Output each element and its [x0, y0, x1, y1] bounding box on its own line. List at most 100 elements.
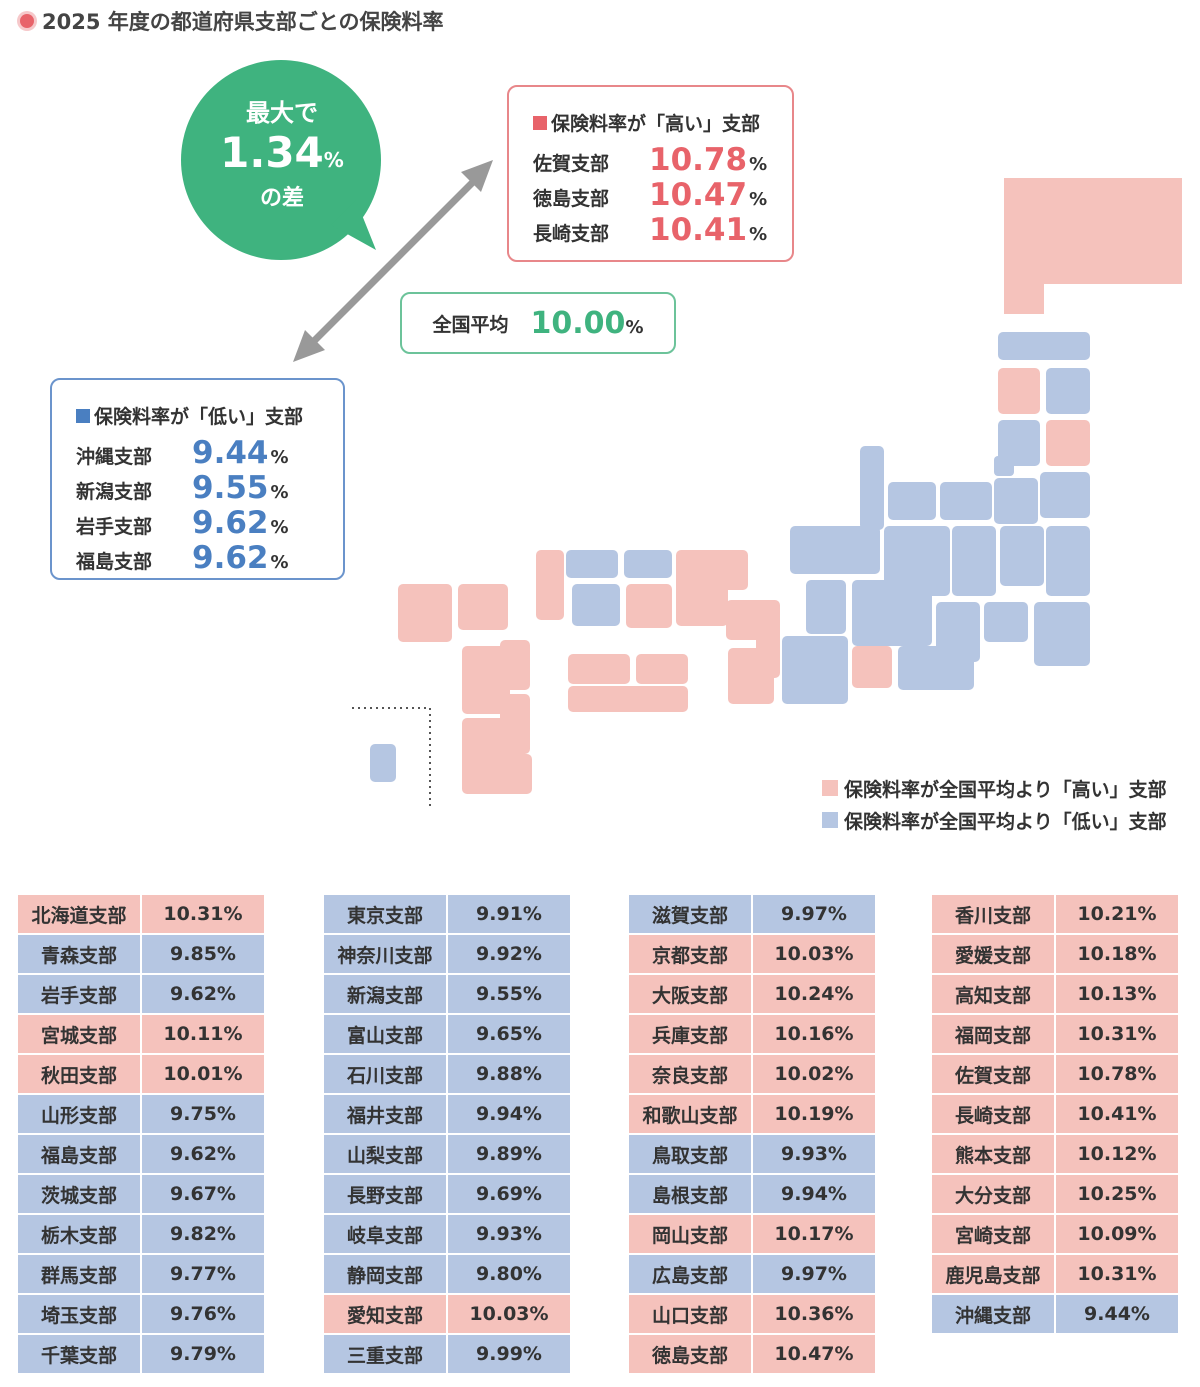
branch-rate: 10.41: [649, 212, 748, 248]
branch-name-cell: 三重支部: [322, 1333, 448, 1375]
branch-rate-cell: 9.97%: [751, 893, 877, 935]
branch-name-cell: 和歌山支部: [627, 1093, 753, 1135]
table-row: 熊本支部 10.12%: [930, 1133, 1180, 1175]
table-row: 秋田支部 10.01%: [16, 1053, 266, 1095]
percent-sign: %: [270, 517, 289, 538]
branch-rate-cell: 10.24%: [751, 973, 877, 1015]
branch-rate-cell: 9.80%: [446, 1253, 572, 1295]
rate-table-column: 香川支部 10.21% 愛媛支部 10.18% 高知支部 10.13% 福岡支部 10.31%…: [930, 893, 1180, 1335]
table-row: 新潟支部 9.55%: [322, 973, 572, 1015]
summary-row: 佐賀支部 10.78%: [533, 142, 792, 178]
branch-rate-cell: 10.16%: [751, 1013, 877, 1055]
branch-rate-cell: 9.92%: [446, 933, 572, 975]
branch-rate-cell: 10.13%: [1054, 973, 1180, 1015]
percent-sign: %: [749, 189, 768, 210]
branch-name-cell: 大阪支部: [627, 973, 753, 1015]
table-row: 宮城支部 10.11%: [16, 1013, 266, 1055]
table-row: 愛媛支部 10.18%: [930, 933, 1180, 975]
branch-name-cell: 徳島支部: [627, 1333, 753, 1375]
summary-row: 徳島支部 10.47%: [533, 177, 792, 213]
double-arrow-icon: [293, 160, 493, 362]
branch-rate-cell: 10.25%: [1054, 1173, 1180, 1215]
branch-name-cell: 宮崎支部: [930, 1213, 1056, 1255]
branch-name: 岩手支部: [76, 516, 153, 538]
branch-name-cell: 埼玉支部: [16, 1293, 142, 1335]
branch-name-cell: 福岡支部: [930, 1013, 1056, 1055]
table-row: 富山支部 9.65%: [322, 1013, 572, 1055]
branch-name-cell: 岡山支部: [627, 1213, 753, 1255]
branch-rate-cell: 9.65%: [446, 1013, 572, 1055]
table-row: 福島支部 9.62%: [16, 1133, 266, 1175]
branch-name-cell: 大分支部: [930, 1173, 1056, 1215]
branch-name-cell: 山口支部: [627, 1293, 753, 1335]
legend-low-text: 保険料率が全国平均より「低い」支部: [844, 810, 1167, 833]
table-row: 奈良支部 10.02%: [627, 1053, 877, 1095]
branch-name-cell: 沖縄支部: [930, 1293, 1056, 1335]
table-row: 北海道支部 10.31%: [16, 893, 266, 935]
table-row: 長野支部 9.69%: [322, 1173, 572, 1215]
summary-row: 岩手支部 9.62%: [76, 505, 343, 541]
branch-name-cell: 石川支部: [322, 1053, 448, 1095]
branch-name-cell: 山梨支部: [322, 1133, 448, 1175]
table-row: 石川支部 9.88%: [322, 1053, 572, 1095]
table-row: 三重支部 9.99%: [322, 1333, 572, 1375]
branch-name-cell: 奈良支部: [627, 1053, 753, 1095]
table-row: 福岡支部 10.31%: [930, 1013, 1180, 1055]
branch-rate-cell: 9.44%: [1054, 1293, 1180, 1335]
branch-name-cell: 東京支部: [322, 893, 448, 935]
branch-rate: 9.55: [192, 470, 269, 506]
branch-name-cell: 群馬支部: [16, 1253, 142, 1295]
table-row: 鹿児島支部 10.31%: [930, 1253, 1180, 1295]
branch-name-cell: 神奈川支部: [322, 933, 448, 975]
table-row: 滋賀支部 9.97%: [627, 893, 877, 935]
rate-table-column: 東京支部 9.91% 神奈川支部 9.92% 新潟支部 9.55% 富山支部 9.65% 石川支…: [322, 893, 572, 1375]
table-row: 群馬支部 9.77%: [16, 1253, 266, 1295]
branch-name-cell: 岩手支部: [16, 973, 142, 1015]
branch-name: 福島支部: [76, 551, 153, 573]
percent-sign: %: [270, 447, 289, 468]
table-row: 千葉支部 9.79%: [16, 1333, 266, 1375]
branch-rate-cell: 10.11%: [140, 1013, 266, 1055]
difference-bubble-text: 最大で 1.34% の差: [181, 98, 383, 213]
branch-rate-cell: 9.79%: [140, 1333, 266, 1375]
table-row: 大分支部 10.25%: [930, 1173, 1180, 1215]
low-rate-heading: 保険料率が「低い」支部: [76, 402, 343, 429]
branch-rate-cell: 10.31%: [1054, 1253, 1180, 1295]
branch-rate-cell: 10.31%: [140, 893, 266, 935]
table-row: 香川支部 10.21%: [930, 893, 1180, 935]
table-row: 東京支部 9.91%: [322, 893, 572, 935]
map-legend: 保険料率が全国平均より「高い」支部 保険料率が全国平均より「低い」支部: [822, 772, 1167, 836]
branch-name-cell: 長野支部: [322, 1173, 448, 1215]
table-row: 京都支部 10.03%: [627, 933, 877, 975]
table-row: 広島支部 9.97%: [627, 1253, 877, 1295]
bubble-number: 1.34: [220, 128, 324, 177]
branch-name: 長崎支部: [533, 223, 610, 245]
branch-name-cell: 福島支部: [16, 1133, 142, 1175]
branch-rate-cell: 10.17%: [751, 1213, 877, 1255]
branch-name-cell: 熊本支部: [930, 1133, 1056, 1175]
branch-rate-cell: 10.01%: [140, 1053, 266, 1095]
branch-rate-cell: 9.67%: [140, 1173, 266, 1215]
legend-high-text: 保険料率が全国平均より「高い」支部: [844, 778, 1167, 801]
branch-rate-cell: 10.19%: [751, 1093, 877, 1135]
average-value: 10.00: [530, 305, 626, 341]
summary-row: 長崎支部 10.41%: [533, 212, 792, 248]
branch-rate-cell: 10.41%: [1054, 1093, 1180, 1135]
branch-rate-cell: 9.75%: [140, 1093, 266, 1135]
table-row: 青森支部 9.85%: [16, 933, 266, 975]
table-row: 愛知支部 10.03%: [322, 1293, 572, 1335]
table-row: 神奈川支部 9.92%: [322, 933, 572, 975]
average-unit: %: [625, 316, 644, 338]
difference-bubble: [181, 60, 381, 260]
branch-name-cell: 山形支部: [16, 1093, 142, 1135]
branch-name-cell: 長崎支部: [930, 1093, 1056, 1135]
low-rate-box: 保険料率が「低い」支部 沖縄支部 9.44% 新潟支部 9.55% 岩手支部 9.62% 福…: [50, 378, 345, 580]
legend-high: 保険料率が全国平均より「高い」支部: [822, 772, 1167, 804]
branch-name-cell: 千葉支部: [16, 1333, 142, 1375]
branch-name: 佐賀支部: [533, 153, 610, 175]
branch-rate-cell: 9.55%: [446, 973, 572, 1015]
branch-name-cell: 茨城支部: [16, 1173, 142, 1215]
branch-rate-cell: 10.36%: [751, 1293, 877, 1335]
branch-name-cell: 秋田支部: [16, 1053, 142, 1095]
branch-name-cell: 鹿児島支部: [930, 1253, 1056, 1295]
